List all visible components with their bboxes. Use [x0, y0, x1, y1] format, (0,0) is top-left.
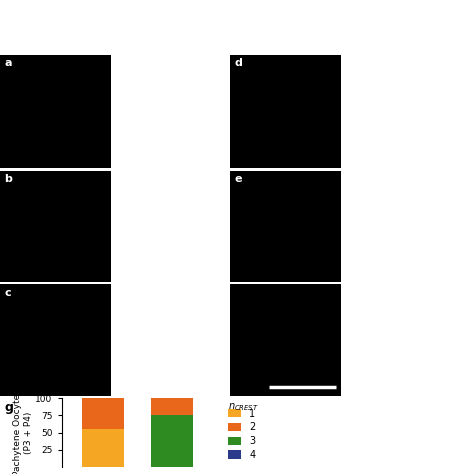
Bar [82, 398, 124, 429]
Bar [151, 415, 192, 467]
Text: e: e [234, 174, 242, 184]
Bar [228, 450, 241, 459]
Bar [151, 398, 192, 415]
Text: d: d [234, 58, 242, 68]
Bar [228, 437, 241, 445]
Bar [228, 423, 241, 431]
Text: $n_{CREST}$: $n_{CREST}$ [228, 401, 258, 413]
Text: 3: 3 [249, 436, 255, 446]
Text: f: f [234, 288, 239, 298]
Text: b: b [4, 174, 12, 184]
Text: a: a [4, 58, 12, 68]
Text: c: c [4, 288, 11, 298]
Text: 1: 1 [249, 409, 255, 419]
Text: 2: 2 [249, 422, 255, 432]
Text: g: g [5, 401, 14, 413]
Y-axis label: Pachytene Oocytes
(P3 + P4): Pachytene Oocytes (P3 + P4) [13, 389, 33, 474]
Bar [82, 429, 124, 467]
Text: 4: 4 [249, 450, 255, 460]
Bar [228, 409, 241, 418]
